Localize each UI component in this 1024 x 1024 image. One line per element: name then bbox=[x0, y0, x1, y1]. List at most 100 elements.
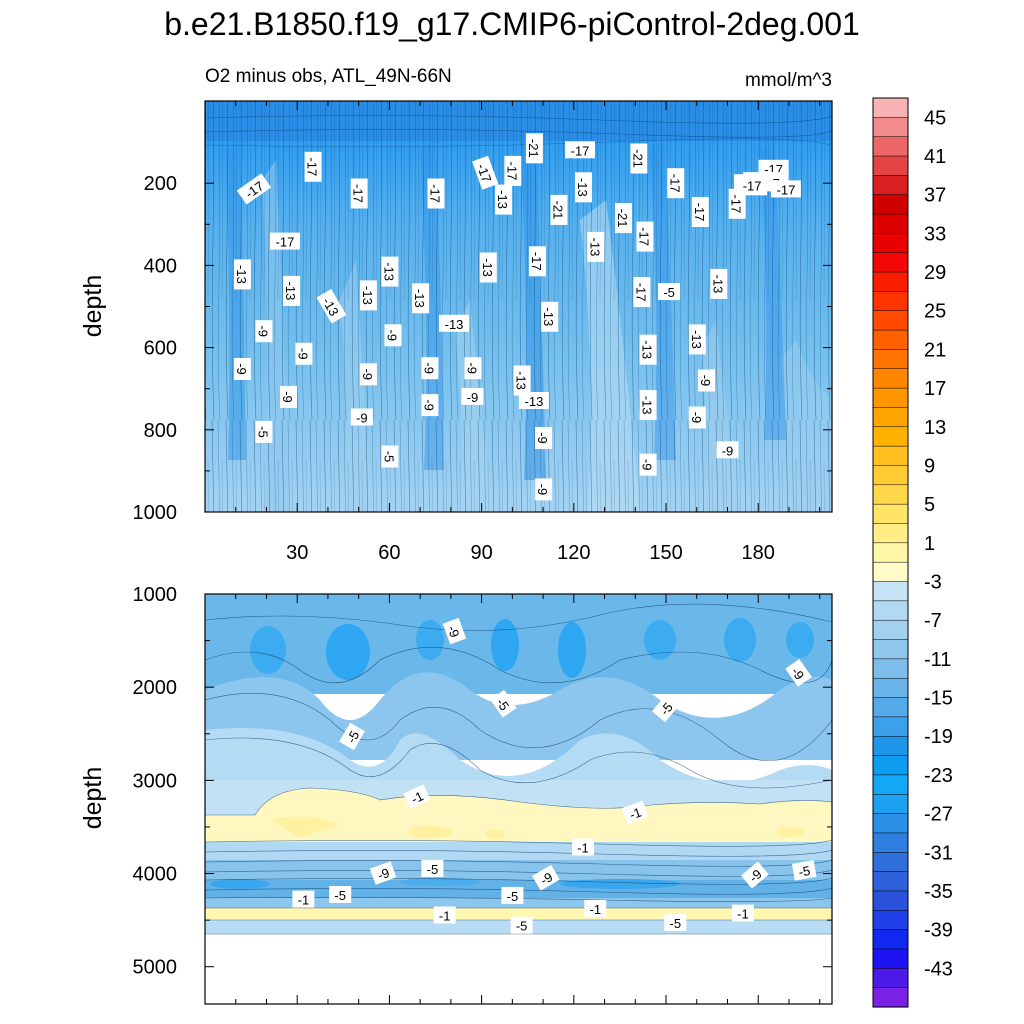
contour-label: -13 bbox=[359, 280, 377, 311]
contour-label: -9 bbox=[535, 478, 553, 501]
contour-label: -9 bbox=[698, 369, 715, 392]
contour-label: -5 bbox=[510, 916, 533, 934]
contour-label-text: -13 bbox=[514, 371, 529, 390]
contour-label-box bbox=[535, 478, 553, 501]
contour-label: -13 bbox=[710, 268, 728, 299]
colorbar-swatch bbox=[872, 155, 909, 176]
contour-label-text: -13 bbox=[587, 238, 602, 257]
colorbar-swatch bbox=[872, 349, 909, 370]
contour-label-text: -13 bbox=[710, 275, 725, 294]
contour-label: -17 bbox=[667, 168, 685, 199]
contour-label-box bbox=[384, 324, 402, 347]
contour-label-text: -13 bbox=[360, 286, 375, 305]
contour-label-text: -17 bbox=[571, 143, 590, 158]
contour-label: -5 bbox=[255, 420, 273, 443]
contour-label: -17 bbox=[691, 197, 709, 227]
contour-label: -1 bbox=[433, 906, 456, 924]
contour-label-text: -13 bbox=[525, 394, 544, 409]
contour-label-text: -9 bbox=[535, 432, 550, 444]
contour-label-box bbox=[633, 277, 651, 308]
contour-label: -17 bbox=[565, 141, 595, 159]
contour-label: -5 bbox=[381, 445, 399, 468]
contour-label-text: -21 bbox=[551, 201, 566, 220]
colorbar-swatch bbox=[872, 97, 909, 118]
contour-label-box bbox=[359, 280, 377, 311]
contour-label-text: -9 bbox=[445, 623, 463, 639]
contour-label-box bbox=[785, 659, 812, 687]
contour-label: -9 bbox=[359, 363, 377, 386]
y-tick-label: 400 bbox=[144, 255, 177, 277]
contour-label-box bbox=[464, 357, 482, 380]
contour-label: -13 bbox=[639, 334, 657, 365]
contour-label: -13 bbox=[495, 184, 513, 215]
contour-label-text: -21 bbox=[526, 139, 541, 158]
colorbar-swatch bbox=[872, 619, 909, 641]
contour-label-box bbox=[504, 155, 522, 186]
contour-label-box bbox=[233, 259, 251, 290]
contour-label: -9 bbox=[464, 357, 482, 380]
contour-label-box bbox=[587, 231, 605, 262]
bottom-y-axis-label: depth bbox=[79, 767, 107, 830]
contour-label: -17 bbox=[504, 155, 522, 186]
contour-label-text: -21 bbox=[615, 209, 630, 228]
colorbar-tick-label: 37 bbox=[924, 185, 946, 207]
contour-label: -9 bbox=[280, 385, 297, 408]
y-tick-label: 600 bbox=[144, 338, 177, 360]
contour-label-text: -9 bbox=[464, 362, 479, 374]
colorbar-swatch bbox=[872, 755, 909, 776]
contour-label: -13 bbox=[688, 324, 706, 355]
colorbar-tick-label: -15 bbox=[924, 688, 953, 710]
contour-label-box bbox=[639, 390, 657, 421]
contour-label: -17 bbox=[528, 246, 546, 277]
contour-label-text: -13 bbox=[480, 258, 495, 277]
colorbar-swatch bbox=[872, 291, 909, 312]
contour-label-box bbox=[528, 246, 546, 277]
contour-label-box bbox=[584, 900, 607, 917]
contour-label: -9 bbox=[421, 357, 439, 380]
contour-label-box bbox=[295, 342, 313, 365]
contour-label-box bbox=[630, 143, 648, 174]
colorbar-tick-label: 17 bbox=[924, 378, 946, 400]
contour-label-text: -9 bbox=[255, 325, 270, 337]
contour-label-text: -1 bbox=[590, 902, 602, 917]
contour-label: -13 bbox=[518, 392, 549, 409]
contour-label-text: -9 bbox=[640, 459, 655, 471]
y-tick-label: 200 bbox=[144, 173, 177, 195]
colorbar-swatch bbox=[872, 561, 909, 583]
colorbar-swatch bbox=[872, 658, 909, 679]
contour-label-box bbox=[236, 173, 272, 205]
contour-label-text: -9 bbox=[722, 443, 734, 458]
contour-label-box bbox=[442, 617, 467, 645]
contour-label-box bbox=[490, 689, 517, 718]
contour-label-box bbox=[339, 722, 365, 751]
contour-label-text: -1 bbox=[577, 841, 589, 856]
colorbar-swatch bbox=[872, 832, 909, 853]
contour-label-box bbox=[691, 197, 709, 227]
contour-label-box bbox=[350, 178, 368, 209]
contour-label: -1 bbox=[584, 900, 607, 917]
contour-label-box bbox=[615, 203, 632, 234]
x-tick-label: 180 bbox=[742, 542, 775, 564]
contour-label-box bbox=[421, 859, 444, 877]
y-tick-label: 5000 bbox=[133, 957, 178, 979]
colorbar-swatch bbox=[872, 890, 909, 911]
contour-label-text: -17 bbox=[474, 162, 495, 185]
y-tick-label: 4000 bbox=[133, 864, 178, 886]
contour-label-text: -13 bbox=[495, 190, 510, 209]
contour-label-box bbox=[688, 406, 706, 429]
colorbar-swatch bbox=[872, 716, 909, 737]
contour-label-box bbox=[381, 256, 399, 287]
contour-label-box bbox=[421, 394, 439, 417]
colorbar-tick-label: 33 bbox=[924, 223, 946, 245]
contour-label-box bbox=[495, 184, 513, 215]
colorbar-tick-label: 1 bbox=[924, 533, 935, 555]
contour-label: -1 bbox=[621, 800, 649, 825]
contour-label-text: -13 bbox=[445, 317, 464, 332]
contour-label-box bbox=[439, 314, 469, 332]
contour-label-text: -13 bbox=[234, 265, 249, 284]
contour-label-box bbox=[421, 357, 439, 380]
contour-label-box bbox=[535, 427, 553, 449]
contour-label-text: -9 bbox=[295, 348, 310, 360]
x-tick-label: 60 bbox=[378, 542, 400, 564]
